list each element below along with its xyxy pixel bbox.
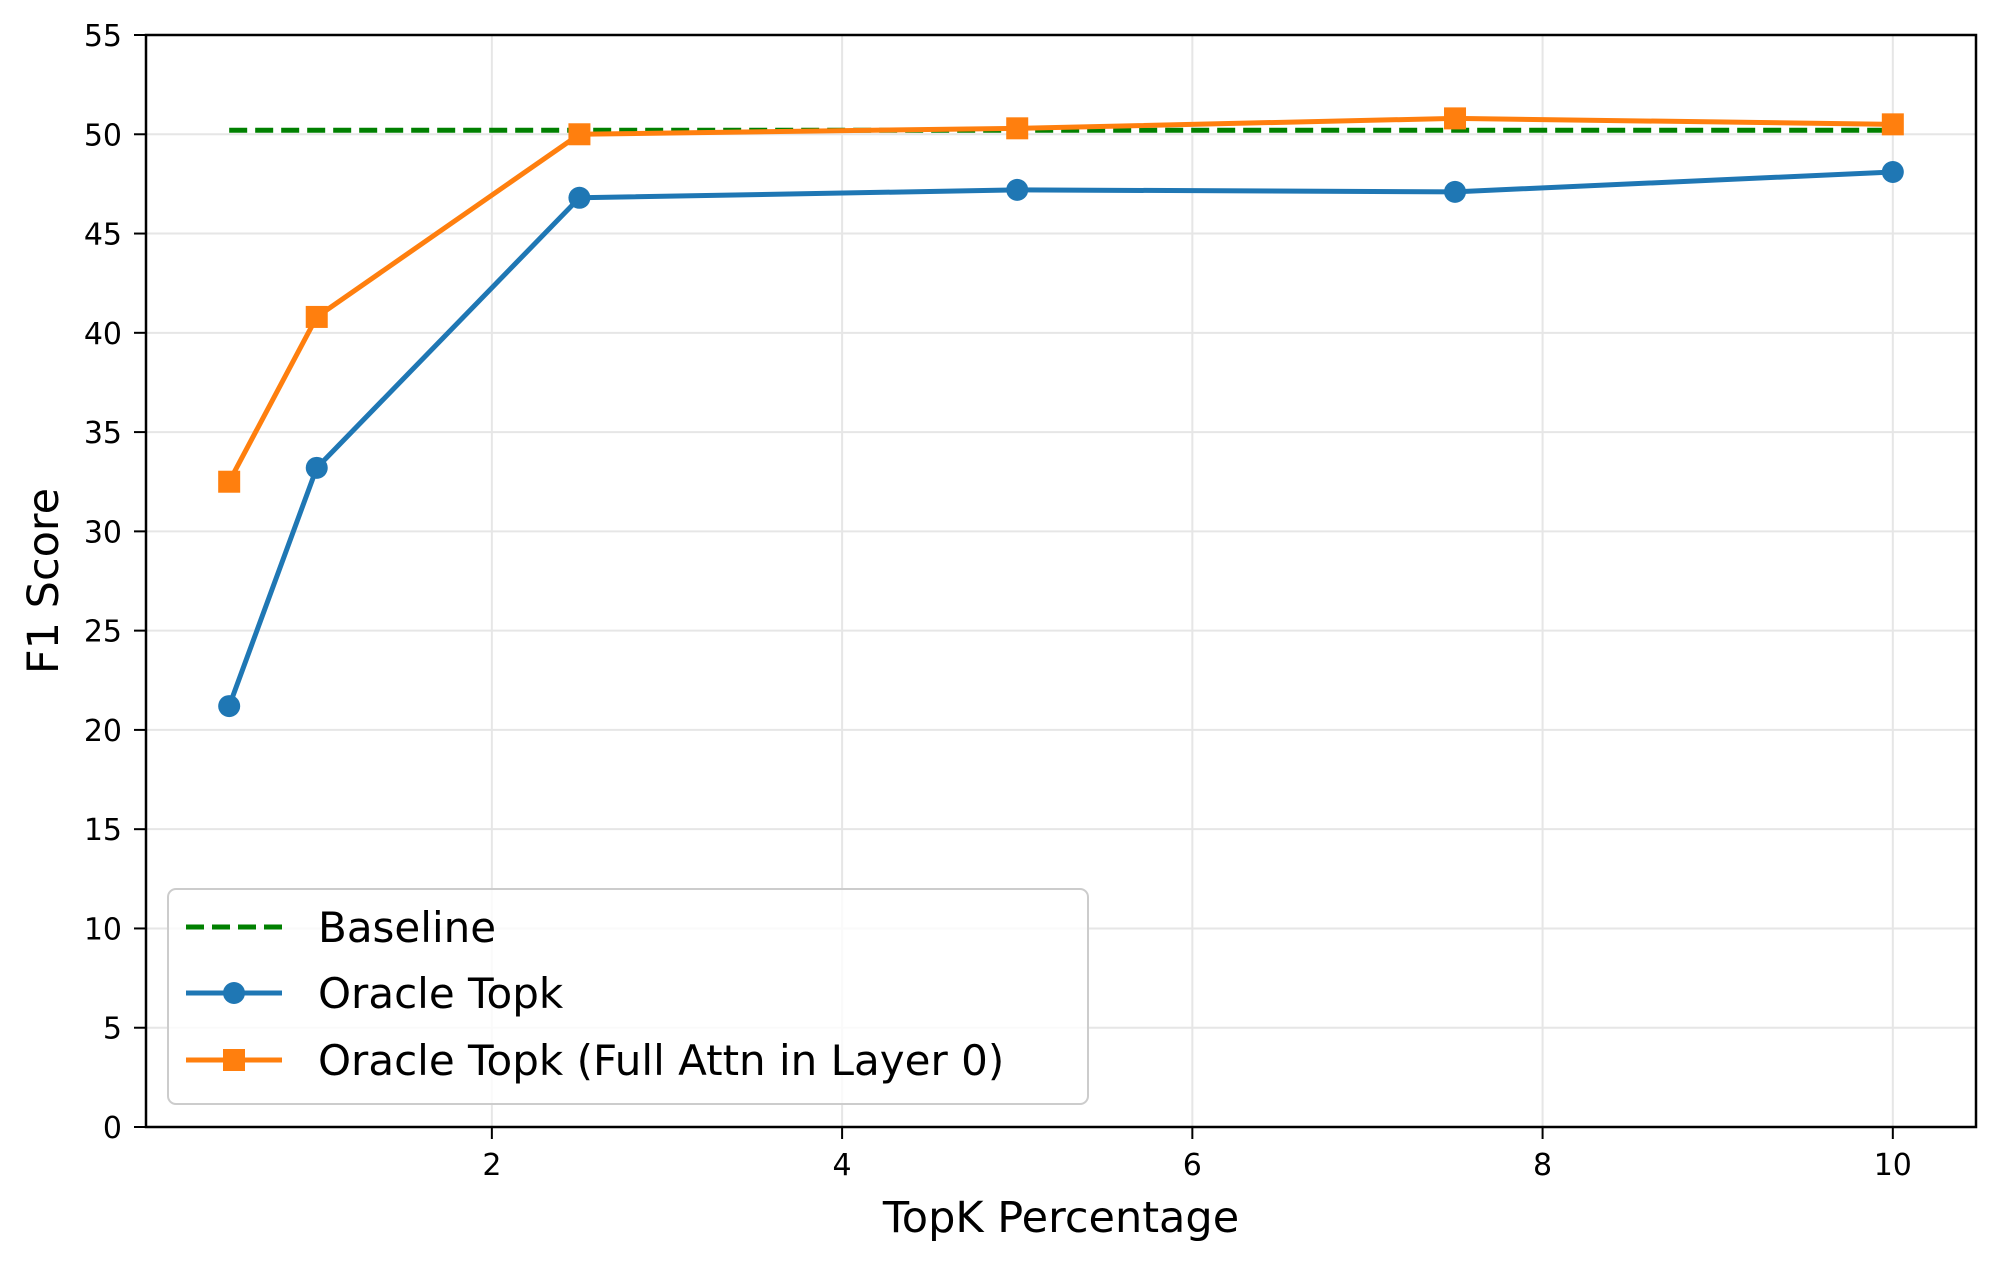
y-tick-label: 30	[84, 515, 122, 550]
circle-marker-icon	[1006, 178, 1029, 201]
series-oracle-topk	[218, 160, 1904, 718]
legend-item-oracle-topk-full-attn: Oracle Topk (Full Attn in Layer 0)	[186, 1036, 1004, 1085]
x-axis-ticks: 2 4 6 8 10	[482, 1127, 1912, 1183]
square-marker-icon	[1444, 107, 1467, 130]
legend-item-baseline: Baseline	[186, 903, 496, 952]
series-oracle-topk-full-attn-in-layer-0	[218, 107, 1904, 493]
legend: Baseline Oracle Topk Oracle Topk (Full A…	[167, 888, 1089, 1105]
y-tick-label: 10	[84, 912, 122, 947]
y-tick-label: 35	[84, 416, 122, 451]
square-marker-icon	[218, 470, 241, 493]
circle-marker-icon	[1444, 180, 1467, 203]
circle-marker-icon	[1881, 160, 1904, 183]
square-marker-icon	[568, 123, 591, 146]
x-tick-label: 10	[1874, 1148, 1912, 1183]
y-tick-label: 5	[103, 1012, 122, 1047]
x-axis-label: TopK Percentage	[882, 1193, 1239, 1243]
series-line	[226, 169, 1893, 707]
y-tick-label: 20	[84, 714, 122, 749]
series-line	[226, 115, 1893, 483]
square-marker-icon	[1881, 113, 1904, 136]
y-tick-label: 55	[84, 19, 122, 54]
circle-marker-icon	[568, 186, 591, 209]
y-tick-label: 25	[84, 615, 122, 650]
y-axis-ticks: 0 5 10 15 20 25 30 35 40 45 50 55	[84, 19, 146, 1146]
y-tick-label: 15	[84, 813, 122, 848]
axes-frame	[144, 33, 1978, 1129]
x-tick-label: 4	[833, 1148, 852, 1183]
y-tick-label: 50	[84, 118, 122, 153]
square-marker-icon	[305, 305, 328, 328]
legend-item-oracle-topk: Oracle Topk	[186, 969, 564, 1018]
legend-label: Oracle Topk (Full Attn in Layer 0)	[318, 1036, 1004, 1085]
y-axis-label: F1 Score	[19, 488, 69, 674]
square-marker-icon	[223, 1049, 245, 1071]
x-tick-label: 6	[1183, 1148, 1202, 1183]
plot-series	[218, 107, 1904, 718]
y-tick-label: 0	[103, 1111, 122, 1146]
legend-box	[167, 888, 1089, 1105]
circle-marker-icon	[223, 982, 245, 1004]
circle-marker-icon	[305, 456, 328, 479]
square-marker-icon	[1006, 117, 1029, 140]
x-tick-label: 8	[1533, 1148, 1552, 1183]
y-tick-label: 40	[84, 317, 122, 352]
legend-label: Oracle Topk	[318, 969, 564, 1018]
legend-label: Baseline	[318, 903, 496, 952]
x-tick-label: 2	[482, 1148, 501, 1183]
y-tick-label: 45	[84, 218, 122, 253]
circle-marker-icon	[218, 695, 241, 718]
